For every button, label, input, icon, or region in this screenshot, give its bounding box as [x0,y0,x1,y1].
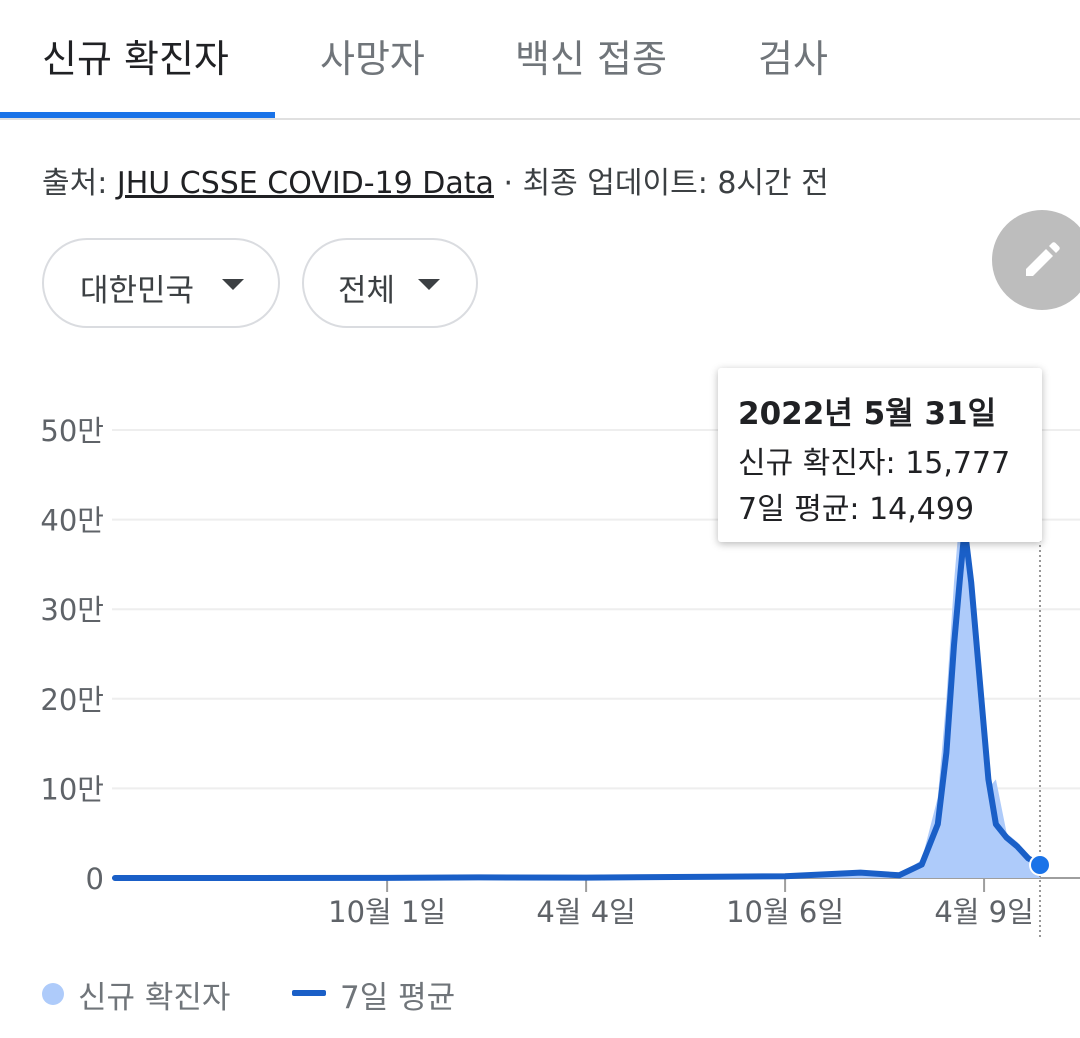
tooltip-avg: 7일 평균: 14,499 [738,484,974,528]
period-dropdown-label: 전체 [338,273,396,309]
x-tick-label: 10월 1일 [328,895,446,929]
chevron-down-icon [222,279,244,290]
source-link[interactable]: JHU CSSE COVID-19 Data [116,166,494,201]
x-tick-label: 10월 6일 [726,895,844,929]
x-tick-label: 4월 4일 [536,895,635,929]
y-tick-label: 10만 [40,772,104,806]
y-tick-label: 20만 [40,683,104,717]
pencil-icon [1026,242,1060,276]
tooltip-cases: 신규 확진자: 15,777 [738,438,1010,482]
legend-cases-swatch [42,983,64,1005]
tab-bar: 신규 확진자 사망자 백신 접종 검사 [0,0,1080,120]
y-tick-label: 40만 [40,504,104,538]
tab-deaths[interactable]: 사망자 [320,37,425,81]
tooltip-cases-label: 신규 확진자: [738,446,896,481]
tooltip-avg-label: 7일 평균: [738,492,860,527]
tooltip-cases-value: 15,777 [905,446,1011,481]
tab-new-cases[interactable]: 신규 확진자 [42,37,229,81]
legend-cases-label: 신규 확진자 [78,980,231,1016]
new-cases-area [115,519,1040,878]
region-dropdown-label: 대한민국 [80,273,195,309]
period-dropdown[interactable]: 전체 [302,238,478,328]
source-prefix: 출처: [42,166,117,201]
y-tick-label: 30만 [40,593,104,627]
legend-average-swatch [292,990,326,996]
edit-button[interactable] [992,210,1080,310]
tab-tests[interactable]: 검사 [758,37,828,81]
source-line: 출처: JHU CSSE COVID-19 Data · 최종 업데이트: 8시… [42,158,829,202]
cases-chart: 0 10만 20만 30만 40만 50만 10월 1일 4월 4일 10월 6일 4월 9일 [40,414,1080,940]
x-tick-label: 4월 9일 [934,895,1033,929]
chevron-down-icon [418,279,440,290]
y-tick-label: 0 [86,862,104,896]
tooltip-avg-value: 14,499 [869,492,975,527]
tooltip-date: 2022년 5월 31일 [738,396,997,432]
active-tab-indicator [0,112,275,118]
tab-vaccinations[interactable]: 백신 접종 [515,37,667,81]
last-updated: 최종 업데이트: 8시간 전 [522,166,829,201]
seven-day-average-line [112,525,1043,881]
legend-average-label: 7일 평균 [340,980,456,1016]
region-dropdown[interactable]: 대한민국 [42,238,280,328]
hover-point [1029,854,1051,877]
source-separator: · [493,166,523,201]
y-tick-label: 50만 [40,414,104,448]
chart-tooltip: 2022년 5월 31일 신규 확진자: 15,777 7일 평균: 14,49… [718,368,1042,542]
